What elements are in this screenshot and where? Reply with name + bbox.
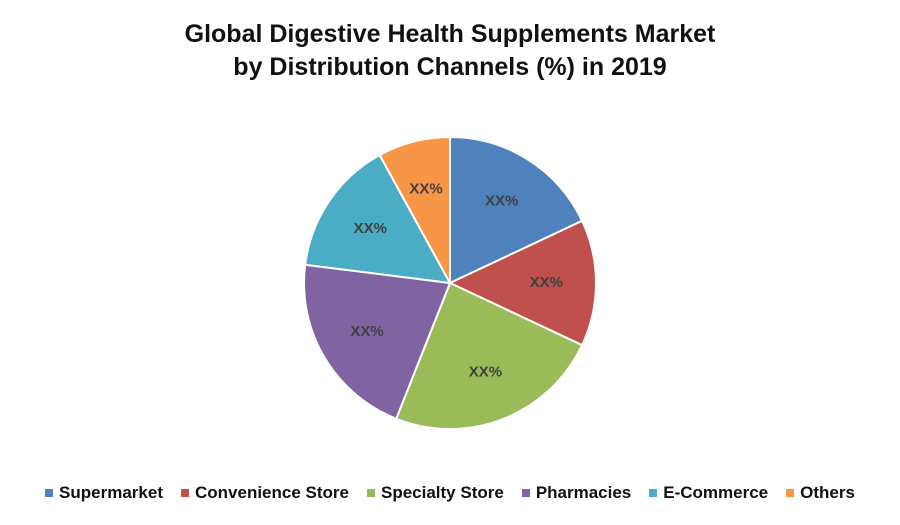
data-label-specialty-store: XX%: [469, 364, 502, 381]
pie-slice-convenience-store: [447, 219, 597, 347]
legend-label-pharmacies: Pharmacies: [535, 483, 632, 502]
legend-item-pharmacies: Pharmacies: [521, 483, 632, 503]
data-label-pharmacies: XX%: [350, 323, 383, 340]
legend-item-e-commerce: E-Commerce: [649, 483, 768, 503]
data-label-others: XX%: [409, 181, 442, 198]
legend-label-supermarket: Supermarket: [59, 483, 163, 502]
pie-slice-others: [378, 135, 451, 284]
pie-slice-e-commerce: [304, 153, 452, 285]
pie-slice-supermarket: [449, 135, 584, 285]
pie-slice-pharmacies: [303, 263, 452, 421]
legend-label-e-commerce: E-Commerce: [663, 483, 769, 502]
legend-item-specialty-store: Specialty Store: [366, 483, 504, 503]
legend-swatch-specialty-store: [366, 489, 375, 497]
legend-swatch-e-commerce: [649, 489, 658, 497]
legend-label-specialty-store: Specialty Store: [380, 483, 504, 502]
data-label-supermarket: XX%: [485, 193, 518, 210]
legend-item-convenience-store: Convenience Store: [180, 483, 349, 503]
chart-title-line-1: Global Digestive Health Supplements Mark…: [184, 20, 716, 48]
legend-item-others: Others: [786, 483, 855, 503]
legend-swatch-convenience-store: [180, 489, 189, 497]
data-label-convenience-store: XX%: [530, 274, 563, 291]
chart-title: Global Digestive Health Supplements Mark…: [0, 18, 900, 84]
legend-item-supermarket: Supermarket: [45, 483, 163, 503]
legend-label-others: Others: [800, 483, 855, 502]
chart-title-line-2: by Distribution Channels (%) in 2019: [233, 53, 667, 81]
legend-swatch-pharmacies: [521, 489, 530, 497]
legend: Supermarket Convenience Store Specialty St…: [0, 483, 900, 503]
legend-label-convenience-store: Convenience Store: [194, 483, 349, 502]
pie-slice-specialty-store: [394, 281, 584, 430]
legend-swatch-others: [786, 489, 795, 497]
data-label-e-commerce: XX%: [354, 220, 387, 237]
legend-swatch-supermarket: [45, 489, 54, 497]
